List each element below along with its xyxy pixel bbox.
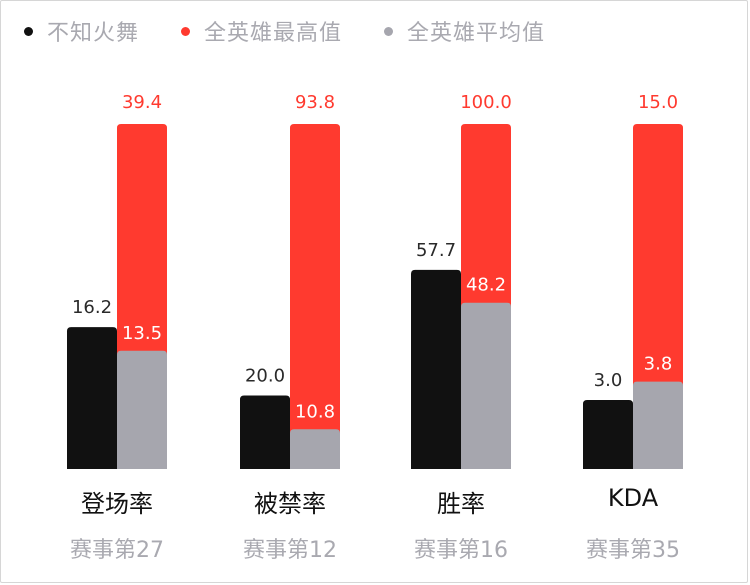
category-title: 登场率 — [81, 490, 153, 518]
value-label-player: 16.2 — [72, 297, 112, 318]
value-label-avg: 10.8 — [295, 401, 335, 422]
value-label-player: 3.0 — [594, 370, 623, 391]
value-label-player: 20.0 — [245, 365, 285, 386]
bar-player — [411, 269, 461, 469]
value-label-avg: 48.2 — [466, 275, 506, 296]
category-title: 胜率 — [437, 490, 485, 518]
value-label-player: 57.7 — [416, 240, 456, 261]
bar-avg — [633, 381, 683, 469]
legend-label-player: 不知火舞 — [47, 21, 140, 46]
value-label-max: 93.8 — [295, 92, 335, 113]
value-label-avg: 3.8 — [644, 354, 673, 375]
legend-label-max: 全英雄最高值 — [204, 21, 343, 46]
bar-player — [583, 400, 633, 469]
category-rank: 赛事第27 — [70, 538, 164, 563]
category-title: 被禁率 — [254, 490, 326, 518]
legend-item-player: 不知火舞 — [24, 15, 139, 47]
legend-dot-max — [181, 26, 191, 36]
value-label-max: 39.4 — [122, 92, 162, 113]
bar-avg — [290, 429, 340, 469]
legend-item-max: 全英雄最高值 — [181, 15, 342, 47]
legend-dot-player — [24, 26, 33, 36]
bar-max — [290, 124, 340, 469]
legend: 不知火舞 全英雄最高值 全英雄平均值 — [24, 14, 587, 48]
legend-dot-avg — [384, 26, 394, 36]
value-label-max: 15.0 — [638, 92, 678, 113]
value-label-avg: 13.5 — [122, 323, 162, 344]
legend-item-avg: 全英雄平均值 — [384, 15, 545, 47]
bar-avg — [461, 302, 511, 469]
bar-player — [240, 395, 290, 469]
category-title: KDA — [607, 484, 659, 512]
legend-label-avg: 全英雄平均值 — [407, 21, 546, 46]
bar-avg — [117, 350, 167, 469]
category-rank: 赛事第35 — [586, 538, 680, 563]
category-rank: 赛事第16 — [414, 538, 508, 563]
category-rank: 赛事第12 — [243, 538, 337, 563]
value-label-max: 100.0 — [460, 92, 512, 113]
bar-player — [67, 327, 117, 469]
